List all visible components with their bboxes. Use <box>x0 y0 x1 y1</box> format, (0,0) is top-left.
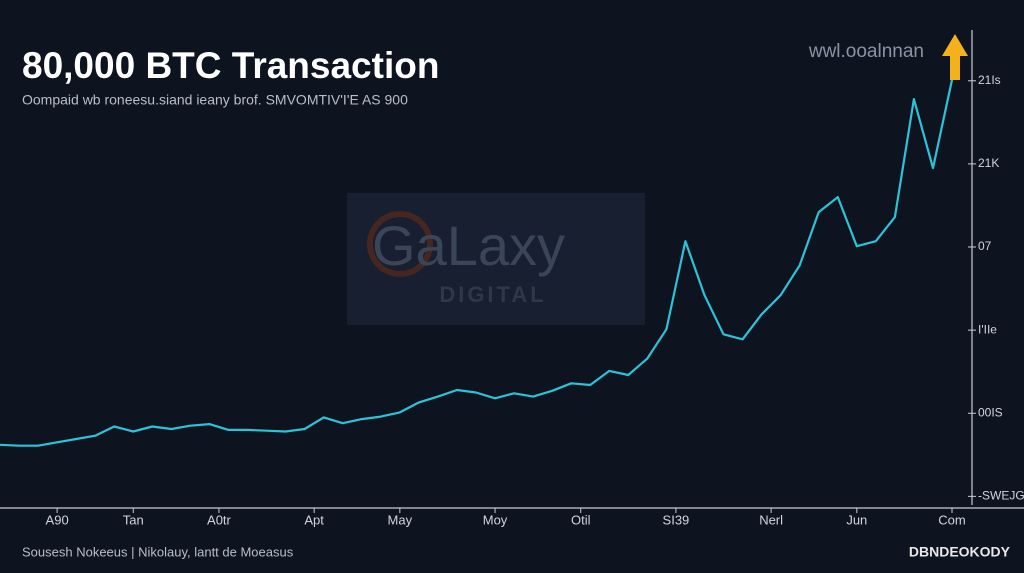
x-tick-label: SI39 <box>663 512 690 527</box>
x-tick-label: A0tr <box>207 512 232 527</box>
chart-subtitle: Oompaid wb roneesu.siand ieany brof. SMV… <box>22 92 408 108</box>
x-tick-label: Com <box>938 512 965 527</box>
y-tick-label: I'IIe <box>978 322 997 336</box>
y-tick-label: -SWEJG <box>978 489 1024 503</box>
y-tick-label: 21Is <box>978 73 1001 87</box>
up-arrow <box>942 34 968 80</box>
watermark-text: GaLaxy <box>372 214 565 277</box>
y-tick-label: 07 <box>978 239 992 253</box>
x-tick-label: Jun <box>846 512 867 527</box>
chart-title: 80,000 BTC Transaction <box>22 45 439 86</box>
x-tick-label: Apt <box>304 512 324 527</box>
x-tick-label: May <box>388 512 413 527</box>
x-tick-label: Tan <box>123 512 144 527</box>
y-tick-label: 21K <box>978 156 999 170</box>
annotation: wwl.ooalnnan <box>808 41 924 62</box>
watermark-text: DIGITAL <box>439 282 546 307</box>
y-tick-label: 00IS <box>978 405 1003 419</box>
brand: DBNDEOKODY <box>909 544 1011 560</box>
line-series <box>0 79 954 447</box>
x-tick-label: Moy <box>483 512 508 527</box>
x-tick-label: Otil <box>571 512 591 527</box>
x-tick-label: Nerl <box>759 512 783 527</box>
x-tick-label: A90 <box>46 512 69 527</box>
source: Sousesh Nokeeus | Nikolauy, lantt de Moe… <box>22 544 294 559</box>
watermark-logo <box>367 211 433 277</box>
